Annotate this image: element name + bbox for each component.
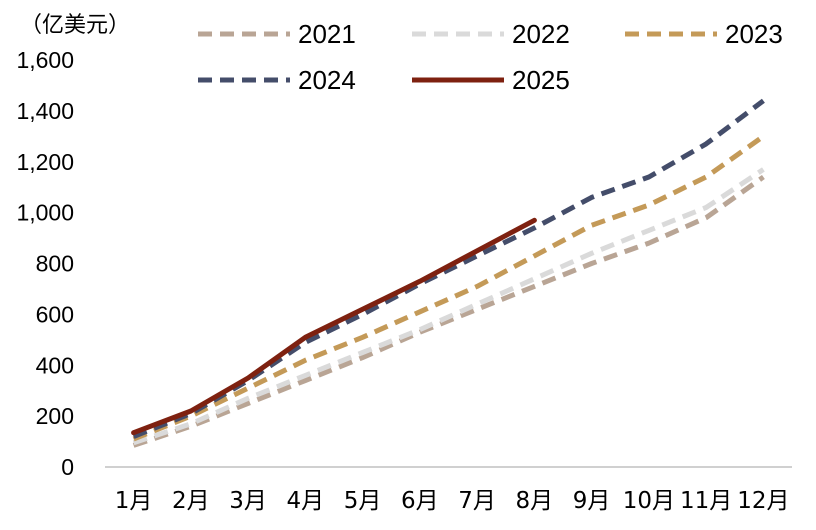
legend-label-2025: 2025 [512, 65, 570, 95]
series-line-2025 [131, 217, 537, 436]
x-tick-label: 9月 [573, 488, 611, 514]
unit-label: （亿美元） [20, 13, 130, 38]
y-tick-label: 0 [61, 454, 74, 480]
legend-label-2021: 2021 [298, 19, 356, 49]
x-tick-label: 7月 [458, 488, 496, 514]
y-tick-label: 400 [36, 352, 74, 378]
x-tick-label: 8月 [516, 488, 554, 514]
x-axis-ticks: 1月 2月 3月 4月 5月 6月 7月 8月 9月 10月 11月 12月 [115, 488, 790, 514]
series-line-2022 [132, 167, 765, 446]
legend-label-2022: 2022 [512, 19, 570, 49]
x-tick-label: 2月 [172, 488, 210, 514]
y-tick-label: 1,200 [16, 149, 74, 175]
x-tick-label: 11月 [680, 488, 732, 514]
y-tick-label: 1,400 [16, 98, 74, 124]
y-axis-ticks: 0 200 400 600 800 1,000 1,200 1,400 1,600 [16, 47, 74, 480]
x-tick-label: 1月 [115, 488, 153, 514]
x-tick-label: 10月 [623, 488, 675, 514]
series-line-2023 [132, 134, 765, 442]
series-lines [131, 98, 765, 448]
legend: 2021 2022 2023 2024 2025 [198, 19, 783, 95]
y-tick-label: 1,600 [16, 47, 74, 73]
y-tick-label: 1,000 [16, 200, 74, 226]
y-tick-label: 800 [36, 251, 74, 277]
y-tick-label: 600 [36, 301, 74, 327]
legend-label-2024: 2024 [298, 65, 356, 95]
x-tick-label: 6月 [401, 488, 439, 514]
y-tick-label: 200 [36, 403, 74, 429]
x-tick-label: 5月 [344, 488, 382, 514]
x-tick-label: 4月 [287, 488, 325, 514]
legend-label-2023: 2023 [725, 19, 783, 49]
series-line-2021 [132, 174, 765, 448]
x-tick-label: 3月 [229, 488, 267, 514]
x-tick-label: 12月 [737, 488, 789, 514]
